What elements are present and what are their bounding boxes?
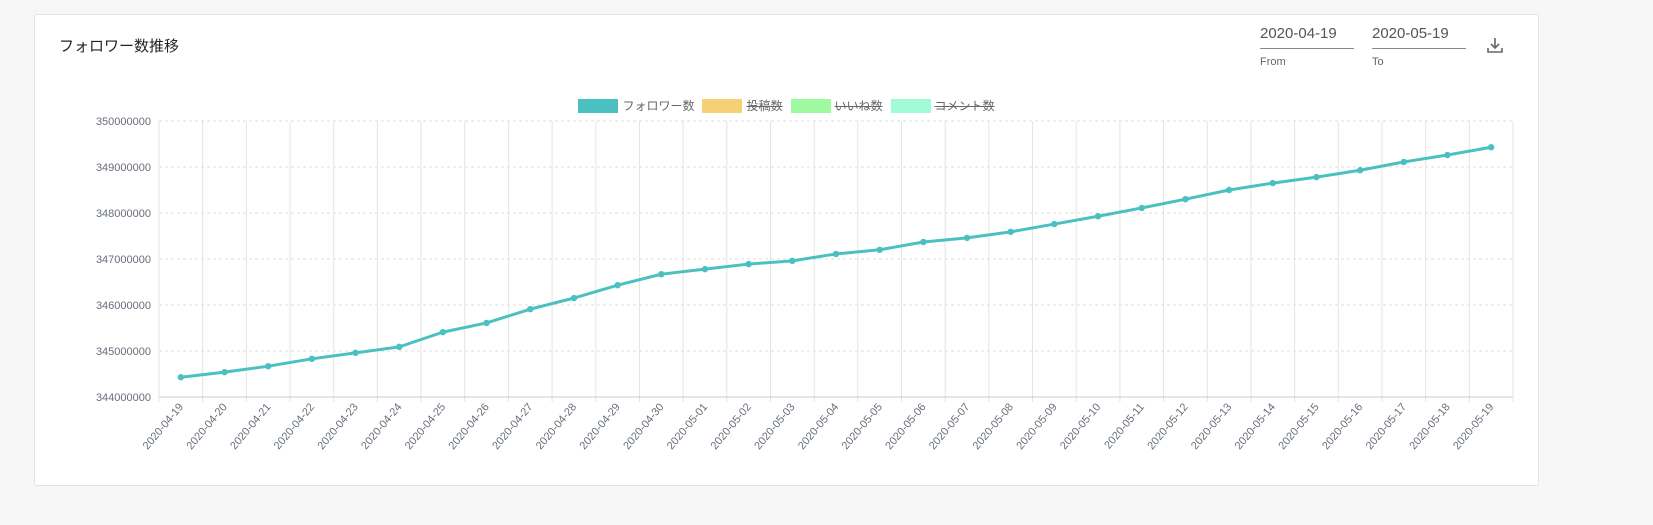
data-point [1094, 213, 1102, 220]
legend-item[interactable]: コメント数 [890, 97, 995, 114]
data-point [1182, 196, 1189, 203]
data-point [1400, 158, 1408, 166]
data-point [701, 265, 709, 273]
x-tick-label: 2020-05-18 [1407, 401, 1452, 452]
data-point [1007, 228, 1014, 236]
legend-swatch [790, 98, 831, 113]
data-point [1487, 144, 1495, 151]
y-tick-label: 345000000 [96, 346, 151, 358]
data-point [963, 234, 971, 242]
data-point [483, 319, 490, 327]
x-tick-label: 2020-04-22 [272, 401, 317, 452]
x-tick-label: 2020-05-09 [1014, 401, 1059, 452]
data-point [1269, 179, 1276, 187]
line-chart: 350000000 349000000 348000000 347000000 3460… [96, 116, 1514, 452]
data-point [1225, 186, 1233, 194]
download-icon[interactable] [1485, 35, 1505, 55]
data-point [1138, 204, 1145, 212]
x-tick-label: 2020-04-29 [578, 401, 623, 452]
legend-item[interactable]: 投稿数 [702, 97, 783, 114]
legend-label: いいね数 [834, 99, 883, 113]
x-tick-label: 2020-05-17 [1364, 401, 1409, 452]
chart-legend: フォロワー数 投稿数 いいね数 コメント数 [35, 97, 1538, 114]
data-point [1313, 173, 1320, 181]
y-tick-label: 347000000 [96, 254, 151, 266]
data-point [1051, 220, 1058, 228]
legend-label: フォロワー数 [622, 99, 695, 113]
legend-label: 投稿数 [746, 99, 783, 113]
x-tick-label: 2020-05-12 [1145, 401, 1190, 452]
x-tick-label: 2020-05-01 [665, 401, 710, 452]
data-point [920, 238, 927, 246]
x-tick-label: 2020-05-04 [796, 401, 841, 452]
data-point [1444, 151, 1451, 159]
data-point [396, 343, 403, 351]
data-point [658, 270, 665, 278]
y-tick-label: 349000000 [96, 162, 151, 174]
data-point [264, 362, 272, 370]
x-tick-label: 2020-04-19 [141, 401, 186, 452]
x-tick-label: 2020-04-28 [534, 401, 579, 452]
data-point [221, 368, 228, 376]
legend-swatch [578, 98, 619, 113]
from-date-input[interactable]: 2020-04-19 [1260, 25, 1354, 49]
legend-swatch [890, 98, 931, 113]
data-point [745, 260, 752, 268]
x-tick-label: 2020-04-30 [621, 401, 666, 452]
x-tick-label: 2020-05-05 [840, 401, 885, 452]
data-point [789, 257, 796, 265]
data-point [352, 349, 359, 357]
x-tick-label: 2020-04-27 [490, 401, 535, 452]
x-tick-label: 2020-04-20 [184, 401, 229, 452]
x-tick-label: 2020-05-11 [1102, 401, 1147, 451]
from-date-field[interactable]: 2020-04-19 From [1260, 25, 1354, 68]
to-label: To [1372, 56, 1384, 68]
x-tick-label: 2020-05-14 [1233, 401, 1278, 452]
x-tick-label: 2020-05-08 [971, 401, 1016, 452]
data-point [177, 374, 185, 381]
x-tick-label: 2020-05-10 [1058, 401, 1103, 452]
y-tick-label: 346000000 [96, 300, 151, 312]
data-point [876, 246, 883, 253]
follower-trend-card: フォロワー数推移 2020-04-19 From 2020-05-19 To フ… [34, 14, 1539, 486]
data-point [527, 305, 534, 313]
data-point [439, 328, 447, 336]
data-point [832, 250, 840, 258]
to-date-field[interactable]: 2020-05-19 To [1372, 25, 1466, 68]
data-point [308, 355, 316, 363]
y-tick-label: 348000000 [96, 208, 151, 220]
x-tick-label: 2020-04-21 [228, 401, 273, 452]
legend-label: コメント数 [934, 99, 995, 113]
x-tick-label: 2020-04-25 [403, 401, 448, 452]
x-tick-label: 2020-05-07 [927, 401, 972, 452]
card-title: フォロワー数推移 [59, 38, 180, 55]
legend-item[interactable]: いいね数 [790, 97, 883, 114]
x-tick-label: 2020-04-26 [447, 401, 492, 452]
legend-swatch [702, 98, 743, 113]
x-tick-label: 2020-05-13 [1189, 401, 1234, 452]
data-point [614, 282, 621, 289]
legend-item[interactable]: フォロワー数 [578, 97, 694, 114]
y-tick-label: 350000000 [96, 116, 151, 128]
data-point [570, 294, 578, 302]
y-tick-label: 344000000 [96, 392, 151, 404]
x-tick-label: 2020-05-06 [883, 401, 928, 452]
x-tick-label: 2020-05-15 [1276, 401, 1321, 452]
x-tick-label: 2020-05-16 [1320, 401, 1365, 452]
to-date-input[interactable]: 2020-05-19 [1372, 25, 1466, 49]
x-tick-label: 2020-05-03 [752, 401, 797, 452]
data-point [1356, 167, 1364, 174]
x-tick-label: 2020-04-23 [315, 401, 360, 452]
x-tick-label: 2020-04-24 [359, 401, 404, 452]
from-label: From [1260, 56, 1286, 68]
x-tick-label: 2020-05-19 [1451, 401, 1496, 452]
x-tick-label: 2020-05-02 [709, 401, 754, 452]
